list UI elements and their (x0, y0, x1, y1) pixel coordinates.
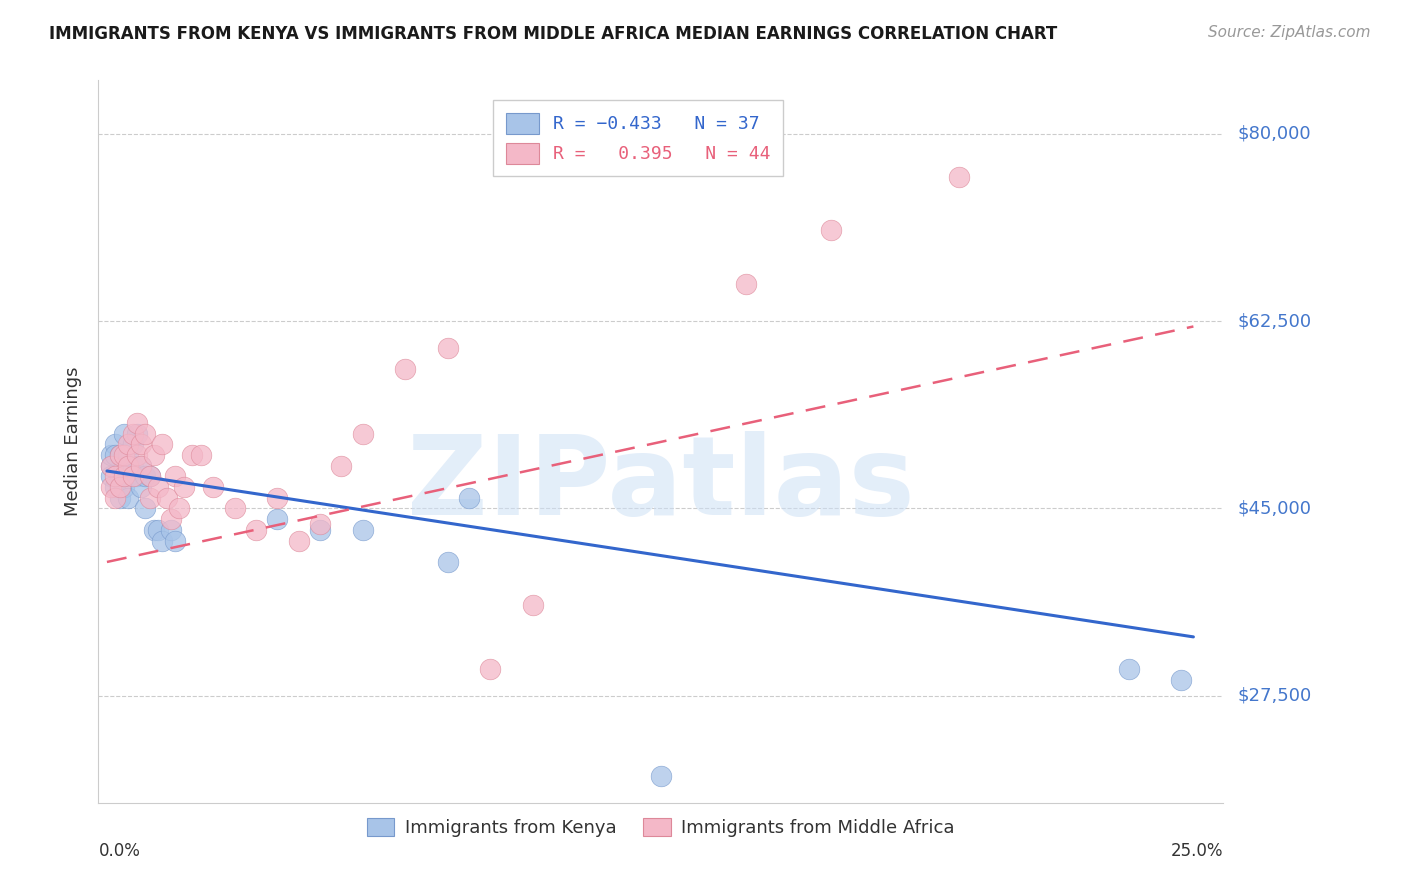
Point (100, 458, 122, 473)
Point (169, 501, 191, 516)
Point (458, 491, 481, 505)
Point (948, 169, 970, 184)
Point (436, 341, 458, 355)
Point (735, 277, 758, 291)
Point (121, 469, 143, 483)
Point (100, 480, 122, 494)
Point (104, 437, 127, 451)
Text: $27,500: $27,500 (1237, 687, 1312, 705)
Point (100, 458, 122, 473)
Point (108, 469, 131, 483)
Text: 25.0%: 25.0% (1171, 842, 1223, 860)
Point (394, 362, 416, 376)
Point (138, 469, 160, 483)
Point (100, 469, 122, 483)
Point (150, 533, 173, 548)
Point (142, 448, 165, 462)
Point (125, 469, 148, 483)
Point (820, 223, 842, 237)
Point (138, 469, 160, 483)
Point (112, 480, 135, 494)
Legend: Immigrants from Kenya, Immigrants from Middle Africa: Immigrants from Kenya, Immigrants from M… (360, 811, 962, 845)
Point (309, 523, 332, 537)
Point (104, 448, 127, 462)
Point (650, 769, 672, 783)
Point (112, 469, 135, 483)
Point (125, 448, 148, 462)
Point (190, 448, 212, 462)
Point (436, 555, 458, 569)
Point (224, 501, 246, 516)
Point (165, 533, 187, 548)
Point (112, 426, 135, 441)
Point (330, 458, 353, 473)
Point (108, 480, 131, 494)
Point (142, 523, 165, 537)
Point (108, 491, 131, 505)
Point (309, 517, 332, 532)
Point (160, 512, 183, 526)
Point (245, 523, 267, 537)
Point (1170, 673, 1192, 687)
Point (117, 469, 139, 483)
Point (125, 416, 148, 430)
Point (181, 448, 204, 462)
Point (121, 426, 143, 441)
Point (117, 458, 139, 473)
Point (150, 437, 173, 451)
Point (287, 533, 309, 548)
Text: $62,500: $62,500 (1237, 312, 1312, 330)
Point (134, 469, 156, 483)
Point (165, 469, 187, 483)
Text: ZIPatlas: ZIPatlas (406, 432, 915, 539)
Point (104, 491, 127, 505)
Point (522, 598, 544, 612)
Point (112, 448, 135, 462)
Text: 0.0%: 0.0% (98, 842, 141, 860)
Point (138, 491, 160, 505)
Point (266, 491, 288, 505)
Point (134, 426, 156, 441)
Point (108, 448, 131, 462)
Point (146, 523, 169, 537)
Point (104, 480, 127, 494)
Point (117, 491, 139, 505)
Point (117, 448, 139, 462)
Point (125, 426, 148, 441)
Text: $80,000: $80,000 (1237, 125, 1310, 143)
Point (352, 426, 374, 441)
Point (155, 491, 177, 505)
Point (134, 501, 156, 516)
Point (108, 448, 131, 462)
Text: $45,000: $45,000 (1237, 500, 1312, 517)
Point (160, 523, 183, 537)
Text: Source: ZipAtlas.com: Source: ZipAtlas.com (1208, 25, 1371, 40)
Point (129, 437, 152, 451)
Point (129, 458, 152, 473)
Point (121, 458, 143, 473)
Point (112, 458, 135, 473)
Y-axis label: Median Earnings: Median Earnings (63, 367, 82, 516)
Point (266, 512, 288, 526)
Point (1118, 662, 1140, 676)
Point (173, 480, 195, 494)
Point (479, 662, 502, 676)
Point (352, 523, 374, 537)
Point (129, 480, 152, 494)
Point (104, 469, 127, 483)
Point (146, 480, 169, 494)
Point (202, 480, 225, 494)
Text: IMMIGRANTS FROM KENYA VS IMMIGRANTS FROM MIDDLE AFRICA MEDIAN EARNINGS CORRELATI: IMMIGRANTS FROM KENYA VS IMMIGRANTS FROM… (49, 25, 1057, 43)
Point (121, 437, 143, 451)
Point (129, 458, 152, 473)
Point (117, 437, 139, 451)
Point (100, 448, 122, 462)
